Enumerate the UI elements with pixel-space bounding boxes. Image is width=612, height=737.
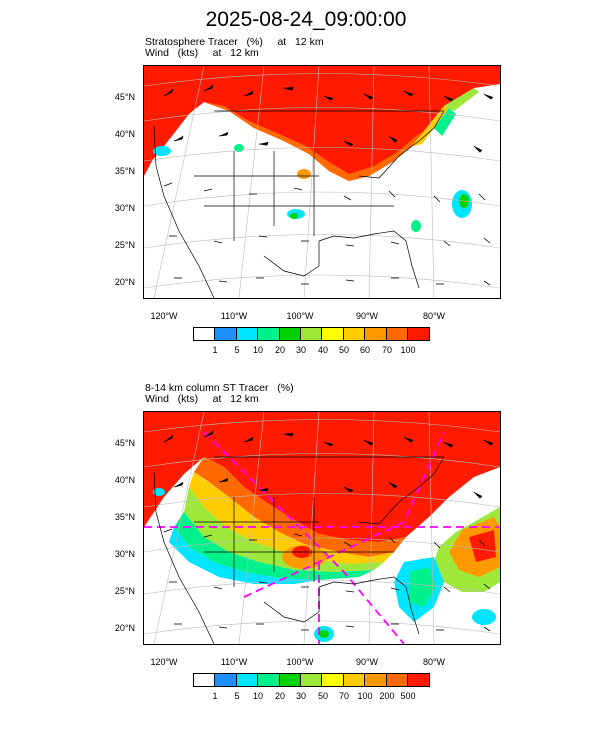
panel2-colorbar-label: 500 bbox=[400, 691, 416, 701]
panel2-colorbar bbox=[193, 673, 431, 687]
panel1-lon-label: 120°W bbox=[150, 311, 178, 321]
panel2-colorbar-label: 200 bbox=[379, 691, 395, 701]
panel1-lon-label: 100°W bbox=[286, 311, 314, 321]
panel1-colorbar-label: 60 bbox=[359, 345, 370, 355]
colorbar-swatch bbox=[236, 674, 259, 686]
colorbar-swatch bbox=[300, 328, 323, 340]
panel1-colorbar-label: 100 bbox=[400, 345, 416, 355]
panel1-lat-label: 20°N bbox=[114, 277, 135, 287]
panel1-colorbar-label: 1 bbox=[212, 345, 218, 355]
colorbar-swatch bbox=[343, 328, 366, 340]
colorbar-swatch bbox=[386, 328, 408, 340]
panel2-lon-label: 100°W bbox=[286, 657, 314, 667]
panel1-lon-label: 90°W bbox=[355, 311, 379, 321]
panel2-label-1: 8-14 km column ST Tracer (%) bbox=[145, 382, 294, 394]
panel1-label-2: Wind (kts) at 12 km bbox=[145, 47, 259, 59]
panel2-colorbar-label: 50 bbox=[317, 691, 328, 701]
panel1-lat-label: 35°N bbox=[114, 166, 135, 176]
colorbar-swatch bbox=[279, 674, 301, 686]
colorbar-swatch bbox=[300, 674, 323, 686]
colorbar-swatch bbox=[343, 674, 366, 686]
panel2-colorbar-label: 5 bbox=[234, 691, 240, 701]
panel1-colorbar-label: 20 bbox=[274, 345, 285, 355]
colorbar-swatch bbox=[386, 674, 408, 686]
panel1-colorbar bbox=[193, 327, 431, 341]
colorbar-swatch bbox=[194, 674, 216, 686]
panel1-map bbox=[143, 65, 501, 299]
colorbar-swatch bbox=[365, 328, 387, 340]
panel2-lat-label: 30°N bbox=[114, 549, 135, 559]
panel2-lon-label: 120°W bbox=[150, 657, 178, 667]
panel1-lon-label: 80°W bbox=[422, 311, 446, 321]
panel2-lon-label: 80°W bbox=[422, 657, 446, 667]
colorbar-swatch bbox=[258, 328, 280, 340]
panel2-lat-label: 40°N bbox=[114, 475, 135, 485]
panel2-lat-label: 25°N bbox=[114, 586, 135, 596]
panel1-colorbar-label: 30 bbox=[295, 345, 306, 355]
colorbar-swatch bbox=[215, 674, 237, 686]
panel2-lat-label: 20°N bbox=[114, 623, 135, 633]
panel1-lat-label: 45°N bbox=[114, 92, 135, 102]
colorbar-swatch bbox=[194, 328, 216, 340]
panel2-label-2: Wind (kts) at 12 km bbox=[145, 393, 259, 405]
panel1-lat-label: 30°N bbox=[114, 203, 135, 213]
colorbar-swatch bbox=[215, 328, 237, 340]
panel2-lon-label: 90°W bbox=[355, 657, 379, 667]
colorbar-swatch bbox=[365, 674, 387, 686]
panel2-lat-label: 45°N bbox=[114, 438, 135, 448]
colorbar-swatch bbox=[258, 674, 280, 686]
panel2-map bbox=[143, 411, 501, 645]
panel1-lat-label: 40°N bbox=[114, 129, 135, 139]
panel2-lon-label: 110°W bbox=[220, 657, 248, 667]
panel2-colorbar-label: 1 bbox=[212, 691, 218, 701]
panel1-lon-label: 110°W bbox=[220, 311, 248, 321]
colorbar-swatch bbox=[322, 328, 344, 340]
colorbar-swatch bbox=[279, 328, 301, 340]
panel1-lat-label: 25°N bbox=[114, 240, 135, 250]
panel2-colorbar-label: 20 bbox=[274, 691, 285, 701]
panel1-colorbar-label: 40 bbox=[317, 345, 328, 355]
colorbar-swatch bbox=[407, 328, 430, 340]
panel1-colorbar-label: 10 bbox=[252, 345, 263, 355]
colorbar-swatch bbox=[236, 328, 259, 340]
panel2-colorbar-label: 70 bbox=[338, 691, 349, 701]
plot-title: 2025-08-24_09:00:00 bbox=[205, 8, 407, 31]
panel2-lat-label: 35°N bbox=[114, 512, 135, 522]
panel1-label-1: Stratosphere Tracer (%) at 12 km bbox=[145, 36, 324, 48]
colorbar-swatch bbox=[407, 674, 430, 686]
panel2-colorbar-label: 100 bbox=[357, 691, 373, 701]
panel1-colorbar-label: 50 bbox=[338, 345, 349, 355]
panel2-colorbar-label: 30 bbox=[295, 691, 306, 701]
panel2-colorbar-label: 10 bbox=[252, 691, 263, 701]
panel1-colorbar-label: 5 bbox=[234, 345, 240, 355]
colorbar-swatch bbox=[322, 674, 344, 686]
panel1-colorbar-label: 70 bbox=[381, 345, 392, 355]
